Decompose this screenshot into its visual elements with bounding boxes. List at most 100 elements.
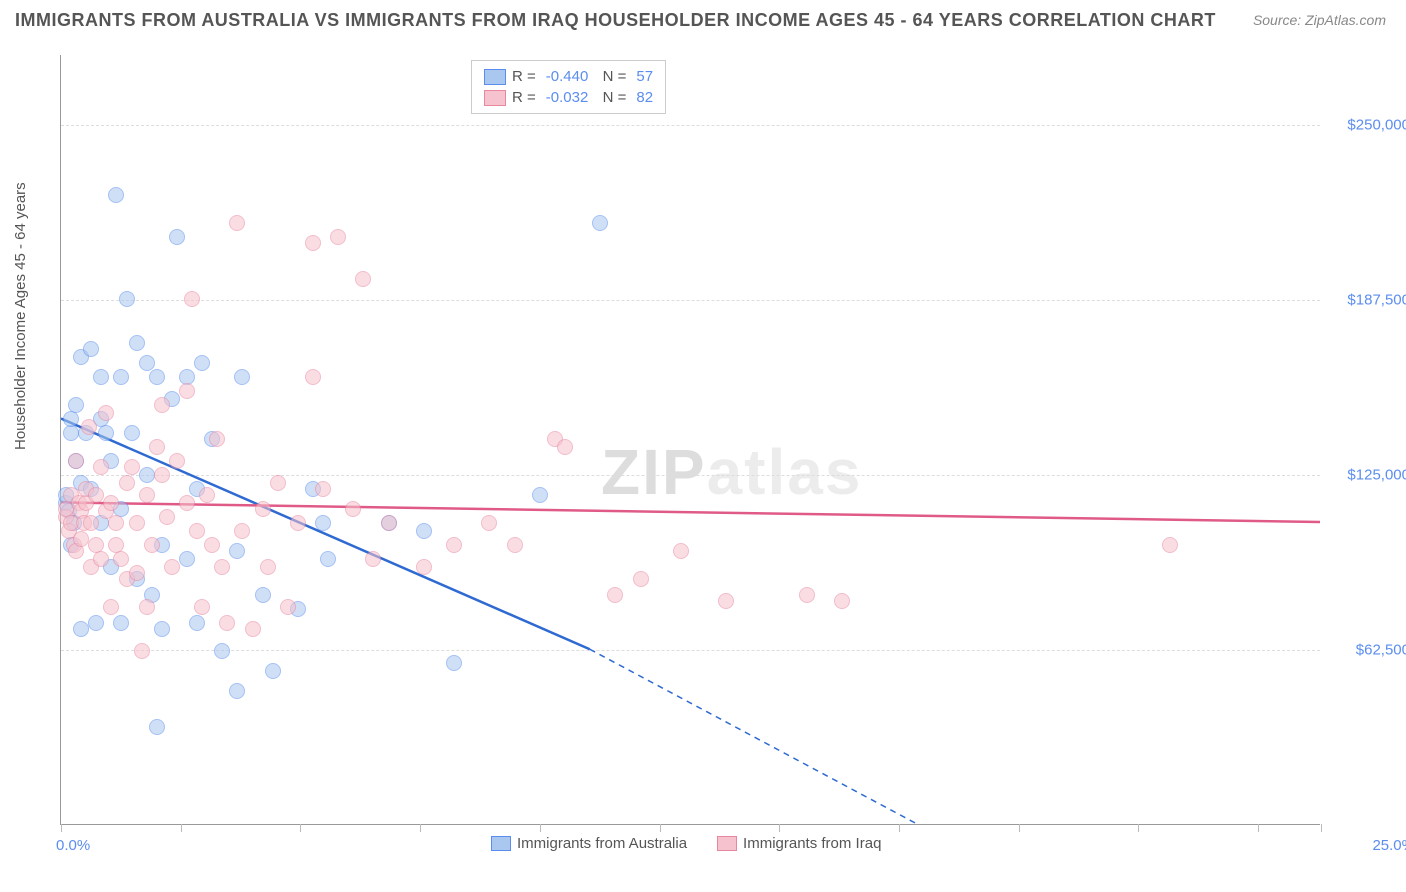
data-point xyxy=(164,559,180,575)
data-point xyxy=(119,291,135,307)
data-point xyxy=(83,341,99,357)
data-point xyxy=(129,515,145,531)
data-point xyxy=(169,453,185,469)
data-point xyxy=(416,559,432,575)
x-tick xyxy=(779,824,780,832)
data-point xyxy=(139,599,155,615)
data-point xyxy=(144,537,160,553)
n-value-australia: 57 xyxy=(636,68,653,85)
data-point xyxy=(98,405,114,421)
data-point xyxy=(108,515,124,531)
legend-label-australia: Immigrants from Australia xyxy=(517,835,687,852)
data-point xyxy=(139,487,155,503)
data-point xyxy=(265,663,281,679)
gridline xyxy=(61,300,1320,301)
series-legend: Immigrants from Australia Immigrants fro… xyxy=(491,835,881,852)
data-point xyxy=(204,537,220,553)
data-point xyxy=(194,355,210,371)
data-point xyxy=(532,487,548,503)
legend-label-iraq: Immigrants from Iraq xyxy=(743,835,881,852)
data-point xyxy=(98,425,114,441)
gridline xyxy=(61,475,1320,476)
data-point xyxy=(81,419,97,435)
data-point xyxy=(88,487,104,503)
n-value-iraq: 82 xyxy=(636,89,653,106)
data-point xyxy=(139,355,155,371)
data-point xyxy=(119,475,135,491)
data-point xyxy=(355,271,371,287)
data-point xyxy=(129,335,145,351)
r-value-iraq: -0.032 xyxy=(546,89,589,106)
data-point xyxy=(507,537,523,553)
x-tick xyxy=(899,824,900,832)
data-point xyxy=(290,515,306,531)
data-point xyxy=(154,621,170,637)
x-tick xyxy=(660,824,661,832)
data-point xyxy=(139,467,155,483)
data-point xyxy=(149,719,165,735)
data-point xyxy=(381,515,397,531)
legend-row-australia: R =-0.440 N =57 xyxy=(484,66,653,87)
data-point xyxy=(103,599,119,615)
data-point xyxy=(108,187,124,203)
x-tick xyxy=(1258,824,1259,832)
data-point xyxy=(169,229,185,245)
data-point xyxy=(446,655,462,671)
gridline xyxy=(61,650,1320,651)
data-point xyxy=(330,229,346,245)
data-point xyxy=(229,683,245,699)
data-point xyxy=(103,495,119,511)
x-tick xyxy=(1321,824,1322,832)
data-point xyxy=(93,369,109,385)
data-point xyxy=(260,559,276,575)
plot-area: ZIPatlas $62,500$125,000$187,500$250,000… xyxy=(60,55,1320,825)
legend-swatch-icon xyxy=(717,836,737,851)
data-point xyxy=(592,215,608,231)
gridline xyxy=(61,125,1320,126)
y-tick-label: $187,500 xyxy=(1330,292,1406,309)
data-point xyxy=(315,515,331,531)
data-point xyxy=(63,411,79,427)
data-point xyxy=(416,523,432,539)
r-value-australia: -0.440 xyxy=(546,68,589,85)
x-axis-max-label: 25.0% xyxy=(1372,837,1406,854)
data-point xyxy=(73,531,89,547)
data-point xyxy=(718,593,734,609)
data-point xyxy=(154,397,170,413)
data-point xyxy=(113,369,129,385)
data-point xyxy=(557,439,573,455)
data-point xyxy=(68,453,84,469)
data-point xyxy=(63,425,79,441)
data-point xyxy=(607,587,623,603)
regression-lines xyxy=(61,55,1320,824)
data-point xyxy=(229,543,245,559)
data-point xyxy=(280,599,296,615)
data-point xyxy=(159,509,175,525)
data-point xyxy=(124,425,140,441)
data-point xyxy=(345,501,361,517)
x-tick xyxy=(420,824,421,832)
legend-swatch-australia xyxy=(484,69,506,85)
data-point xyxy=(219,615,235,631)
data-point xyxy=(234,523,250,539)
data-point xyxy=(245,621,261,637)
data-point xyxy=(124,459,140,475)
data-point xyxy=(1162,537,1178,553)
x-tick xyxy=(1138,824,1139,832)
data-point xyxy=(189,615,205,631)
data-point xyxy=(673,543,689,559)
y-axis-label: Householder Income Ages 45 - 64 years xyxy=(12,182,29,450)
data-point xyxy=(149,369,165,385)
data-point xyxy=(93,551,109,567)
data-point xyxy=(365,551,381,567)
data-point xyxy=(229,215,245,231)
data-point xyxy=(184,291,200,307)
data-point xyxy=(179,551,195,567)
data-point xyxy=(179,495,195,511)
data-point xyxy=(134,643,150,659)
legend-swatch-icon xyxy=(491,836,511,851)
y-tick-label: $250,000 xyxy=(1330,117,1406,134)
chart-title: IMMIGRANTS FROM AUSTRALIA VS IMMIGRANTS … xyxy=(15,10,1216,31)
data-point xyxy=(255,501,271,517)
data-point xyxy=(214,643,230,659)
